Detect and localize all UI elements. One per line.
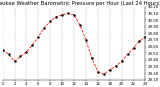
Title: Milwaukee Weather Barometric Pressure per Hour (Last 24 Hours): Milwaukee Weather Barometric Pressure pe… [0,1,160,6]
